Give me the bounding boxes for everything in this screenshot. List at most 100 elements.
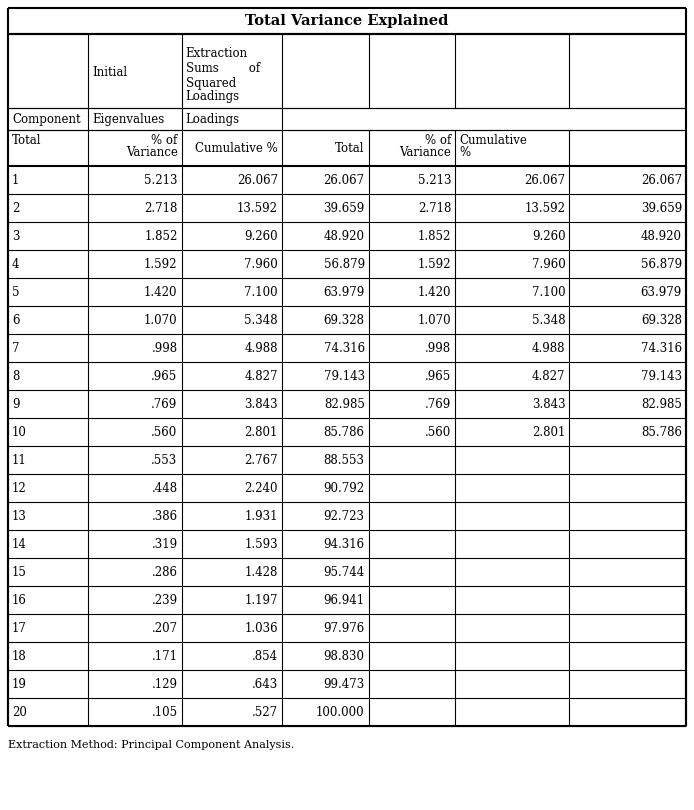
Text: 56.879: 56.879 [641,258,682,271]
Text: Initial: Initial [92,66,127,79]
Text: 1.197: 1.197 [244,594,278,607]
Text: 69.328: 69.328 [641,313,682,326]
Text: .527: .527 [252,706,278,718]
Text: 5.213: 5.213 [144,173,178,186]
Text: 7.960: 7.960 [532,258,566,271]
Text: .386: .386 [151,509,178,522]
Text: 2.240: 2.240 [244,481,278,494]
Text: 1.070: 1.070 [418,313,452,326]
Text: 5.348: 5.348 [532,313,566,326]
Text: .965: .965 [151,369,178,382]
Text: 90.792: 90.792 [323,481,364,494]
Text: 100.000: 100.000 [316,706,364,718]
Text: Cumulative %: Cumulative % [195,142,278,155]
Text: 4.988: 4.988 [532,342,566,355]
Text: %: % [459,146,471,159]
Text: Loadings: Loadings [185,90,239,103]
Text: Component: Component [12,113,81,126]
Text: 2.718: 2.718 [144,202,178,215]
Text: 74.316: 74.316 [323,342,364,355]
Text: 63.979: 63.979 [641,285,682,299]
Text: Extraction: Extraction [185,47,248,60]
Text: 18: 18 [12,650,27,663]
Text: 5.348: 5.348 [244,313,278,326]
Text: 13.592: 13.592 [525,202,566,215]
Text: Squared: Squared [185,77,236,90]
Text: 2.718: 2.718 [418,202,452,215]
Text: 95.744: 95.744 [323,565,364,578]
Text: 1.036: 1.036 [244,621,278,634]
Text: .129: .129 [151,677,178,690]
Text: Total: Total [12,134,42,147]
Text: 5.213: 5.213 [418,173,452,186]
Text: 2.801: 2.801 [244,425,278,438]
Text: 94.316: 94.316 [323,538,364,551]
Text: 1: 1 [12,173,19,186]
Text: 48.920: 48.920 [641,229,682,242]
Text: 13.592: 13.592 [237,202,278,215]
Text: 6: 6 [12,313,19,326]
Text: 79.143: 79.143 [323,369,364,382]
Text: 1.592: 1.592 [144,258,178,271]
Text: 3.843: 3.843 [244,398,278,411]
Text: .553: .553 [151,454,178,467]
Text: 20: 20 [12,706,27,718]
Text: 88.553: 88.553 [323,454,364,467]
Text: .286: .286 [151,565,178,578]
Text: 48.920: 48.920 [323,229,364,242]
Text: 16: 16 [12,594,27,607]
Text: .171: .171 [151,650,178,663]
Text: Eigenvalues: Eigenvalues [92,113,164,126]
Text: 8: 8 [12,369,19,382]
Text: 1.852: 1.852 [418,229,452,242]
Text: 19: 19 [12,677,27,690]
Text: .854: .854 [252,650,278,663]
Text: 79.143: 79.143 [641,369,682,382]
Text: Total Variance Explained: Total Variance Explained [245,14,449,28]
Text: 10: 10 [12,425,27,438]
Text: 5: 5 [12,285,19,299]
Text: 4.827: 4.827 [244,369,278,382]
Text: 7: 7 [12,342,19,355]
Text: 1.852: 1.852 [144,229,178,242]
Text: 17: 17 [12,621,27,634]
Text: 2: 2 [12,202,19,215]
Text: .105: .105 [151,706,178,718]
Text: 39.659: 39.659 [641,202,682,215]
Text: 1.420: 1.420 [144,285,178,299]
Text: 82.985: 82.985 [641,398,682,411]
Text: 26.067: 26.067 [524,173,566,186]
Text: 99.473: 99.473 [323,677,364,690]
Text: 1.592: 1.592 [418,258,452,271]
Text: 74.316: 74.316 [641,342,682,355]
Text: 26.067: 26.067 [323,173,364,186]
Text: 1.070: 1.070 [144,313,178,326]
Text: 1.593: 1.593 [244,538,278,551]
Text: .643: .643 [252,677,278,690]
Text: 14: 14 [12,538,27,551]
Text: 85.786: 85.786 [323,425,364,438]
Text: 69.328: 69.328 [323,313,364,326]
Text: .319: .319 [151,538,178,551]
Text: 13: 13 [12,509,27,522]
Text: 2.801: 2.801 [532,425,566,438]
Text: 9.260: 9.260 [244,229,278,242]
Text: .207: .207 [151,621,178,634]
Text: Variance: Variance [400,146,452,159]
Text: 3.843: 3.843 [532,398,566,411]
Text: Extraction Method: Principal Component Analysis.: Extraction Method: Principal Component A… [8,740,294,750]
Text: 1.428: 1.428 [244,565,278,578]
Text: 26.067: 26.067 [641,173,682,186]
Text: Variance: Variance [126,146,178,159]
Text: 11: 11 [12,454,27,467]
Text: Total: Total [335,142,364,155]
Text: Loadings: Loadings [185,113,239,126]
Text: 98.830: 98.830 [323,650,364,663]
Text: 26.067: 26.067 [237,173,278,186]
Text: 15: 15 [12,565,27,578]
Text: .998: .998 [425,342,452,355]
Text: 1.931: 1.931 [244,509,278,522]
Text: 12: 12 [12,481,27,494]
Text: 4.827: 4.827 [532,369,566,382]
Text: % of: % of [151,134,178,147]
